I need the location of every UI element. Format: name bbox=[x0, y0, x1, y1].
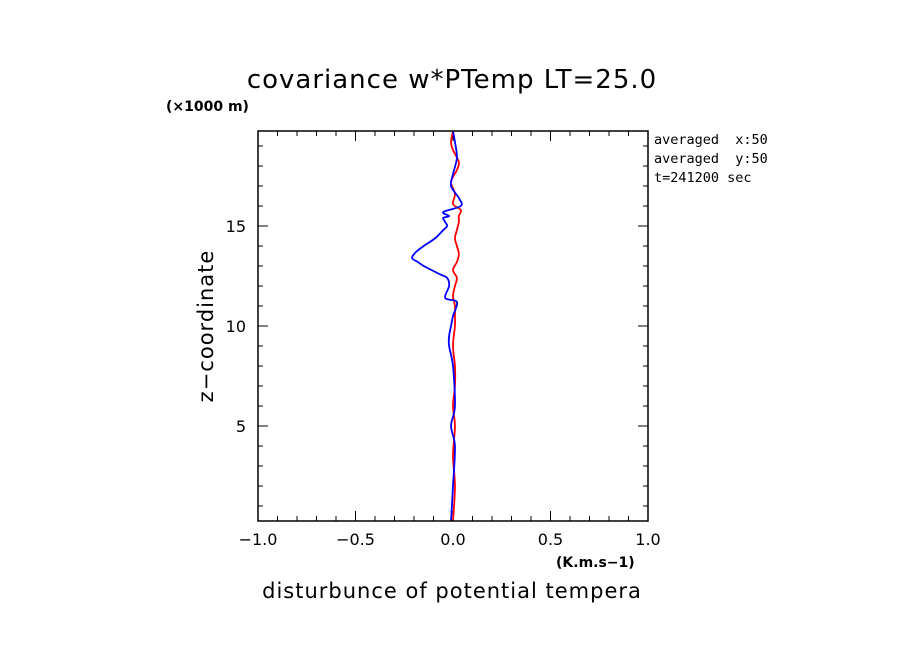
series-line-2 bbox=[411, 130, 463, 522]
annotation-averaged-y: averaged y:50 bbox=[654, 151, 768, 167]
y-axis-label: z−coordinate bbox=[194, 250, 218, 403]
annotations: averaged x:50 averaged y:50 t=241200 sec bbox=[654, 132, 768, 186]
x-tick-label: −0.5 bbox=[336, 530, 375, 549]
plot-frame bbox=[257, 130, 649, 522]
annotation-time: t=241200 sec bbox=[654, 170, 752, 186]
x-tick-label: 0.5 bbox=[538, 530, 563, 549]
x-tick-label: 0.0 bbox=[440, 530, 465, 549]
y-unit-label: (×1000 m) bbox=[166, 99, 249, 115]
annotation-averaged-x: averaged x:50 bbox=[654, 132, 768, 148]
tick-labels: −1.0 −0.5 0.0 0.5 1.0 5 10 15 bbox=[226, 217, 661, 549]
x-tick-label: −1.0 bbox=[239, 530, 278, 549]
x-axis-label: disturbunce of potential tempera bbox=[262, 579, 642, 603]
x-unit-label: (K.m.s−1) bbox=[556, 555, 635, 571]
y-tick-label: 5 bbox=[236, 417, 246, 436]
x-tick-label: 1.0 bbox=[635, 530, 660, 549]
axis-ticks bbox=[257, 131, 649, 521]
chart-title: covariance w*PTemp LT=25.0 bbox=[247, 65, 657, 95]
y-tick-label: 10 bbox=[226, 317, 246, 336]
series-lines bbox=[411, 130, 463, 522]
y-tick-label: 15 bbox=[226, 217, 246, 236]
